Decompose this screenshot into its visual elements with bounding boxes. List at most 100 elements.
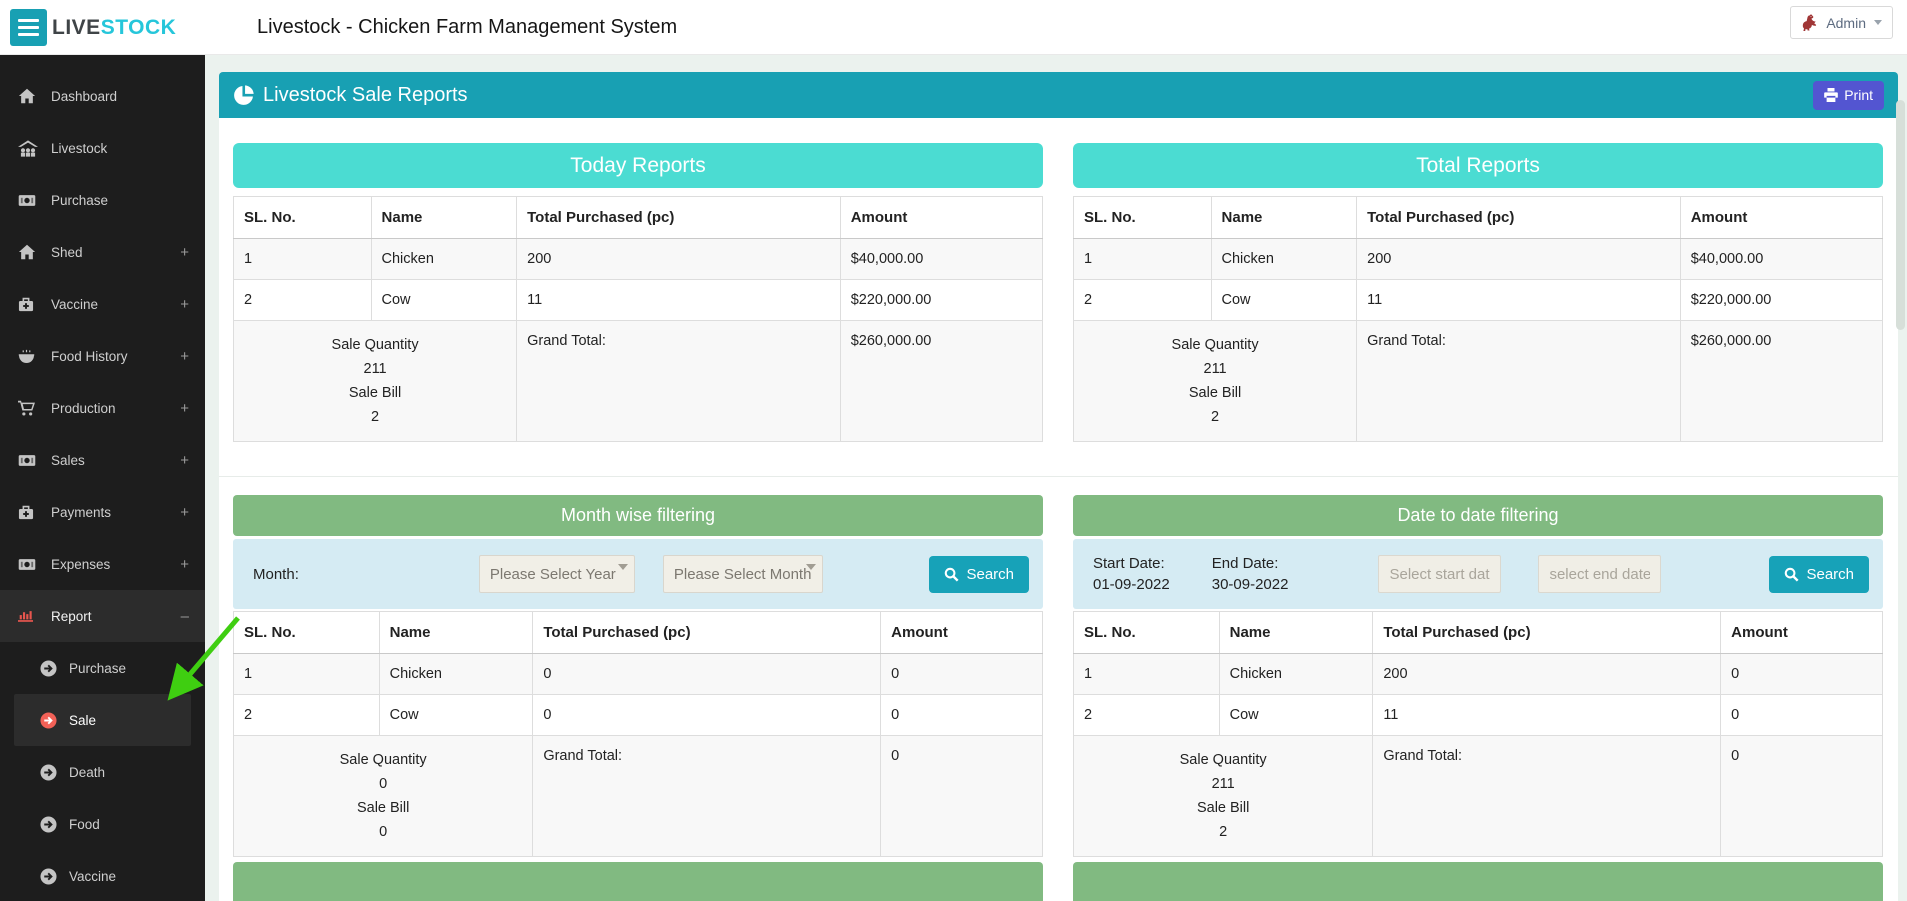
column-header-purchased: Total Purchased (pc) xyxy=(516,196,841,239)
summary-row: Sale Quantity 0 Sale Bill 0 Grand Total:… xyxy=(232,735,1043,857)
summary-row: Sale Quantity 211 Sale Bill 2 Grand Tota… xyxy=(1072,735,1883,857)
money-icon xyxy=(18,454,40,467)
column-header-amount: Amount xyxy=(1720,611,1883,654)
table-row: 1 Chicken 200 0 xyxy=(1073,653,1883,695)
total-reports-table: SL. No. Name Total Purchased (pc) Amount… xyxy=(1072,196,1884,442)
next-section-banner xyxy=(233,862,1043,901)
sidebar-item-payments[interactable]: Payments + xyxy=(0,486,205,538)
section-divider xyxy=(219,476,1898,477)
logo-text: LIVE xyxy=(52,16,101,39)
summary-row: Sale Quantity 211 Sale Bill 2 Grand Tota… xyxy=(232,320,1044,442)
main-content: Livestock Sale Reports Print Today Repor… xyxy=(205,55,1907,901)
column-header-purchased: Total Purchased (pc) xyxy=(532,611,882,654)
column-header-sl: SL. No. xyxy=(233,611,380,654)
table-body: 1 Chicken 200 0 2 Cow 11 0 xyxy=(1073,653,1883,736)
sidebar-item-label: Shed xyxy=(51,244,83,260)
arrow-circle-icon xyxy=(40,763,60,781)
sidebar-item-vaccine-sub[interactable]: Vaccine xyxy=(0,850,205,901)
expand-toggle-icon: + xyxy=(180,347,189,365)
table-cell: Chicken xyxy=(1210,238,1358,280)
year-select[interactable]: Please Select Year xyxy=(478,555,635,593)
print-button[interactable]: Print xyxy=(1813,80,1884,110)
month-label: Month: xyxy=(253,565,299,583)
date-result-table: SL. No. Name Total Purchased (pc) Amount… xyxy=(1072,611,1883,857)
sidebar-item-vaccine[interactable]: Vaccine + xyxy=(0,278,205,330)
table-cell: 0 xyxy=(532,653,882,695)
start-date-label: Start Date: xyxy=(1093,555,1165,572)
sale-quantity-label: Sale Quantity xyxy=(1171,337,1259,353)
table-cell: Chicken xyxy=(1218,653,1374,695)
table-cell: $40,000.00 xyxy=(839,238,1044,280)
sale-bill-value: 2 xyxy=(371,409,380,425)
menu-toggle-button[interactable] xyxy=(10,9,47,46)
table-row: 1 Chicken 0 0 xyxy=(233,653,1043,695)
date-filter-panel: Date to date filtering Start Date: 01-09… xyxy=(1072,495,1883,901)
table-cell: Cow xyxy=(370,279,518,321)
expand-toggle-icon: + xyxy=(180,451,189,469)
admin-label: Admin xyxy=(1826,14,1866,31)
table-cell: 2 xyxy=(1073,279,1212,321)
column-header-sl: SL. No. xyxy=(1073,611,1220,654)
grand-total-value: 0 xyxy=(880,735,1043,857)
column-header-name: Name xyxy=(370,196,518,239)
table-cell: 0 xyxy=(880,653,1043,695)
sidebar-item-death-sub[interactable]: Death xyxy=(0,746,205,798)
sidebar-item-dashboard[interactable]: Dashboard xyxy=(0,70,205,122)
table-body: 1 Chicken 200 $40,000.00 2 Cow 11 $220,000.00 xyxy=(233,238,1044,321)
table-cell: $220,000.00 xyxy=(839,279,1044,321)
search-label: Search xyxy=(966,565,1014,583)
today-reports-banner: Today Reports xyxy=(233,143,1043,188)
scrollbar-thumb[interactable] xyxy=(1896,100,1905,330)
sidebar-item-food-history[interactable]: Food History + xyxy=(0,330,205,382)
sidebar-item-expenses[interactable]: Expenses + xyxy=(0,538,205,590)
home-icon xyxy=(18,243,40,261)
end-date-input[interactable] xyxy=(1538,555,1662,593)
table-cell: 0 xyxy=(880,694,1043,736)
table-cell: 2 xyxy=(1073,694,1220,736)
expand-toggle-icon: + xyxy=(180,555,189,573)
sidebar: Dashboard Livestock Purchase Shed + Vacc… xyxy=(0,55,205,901)
search-label: Search xyxy=(1806,565,1854,583)
table-row: 1 Chicken 200 $40,000.00 xyxy=(1073,238,1884,280)
date-filter-controls: Start Date: 01-09-2022 End Date: 30-09-2… xyxy=(1073,539,1883,609)
expand-toggle-icon: + xyxy=(180,295,189,313)
summary-row: Sale Quantity 211 Sale Bill 2 Grand Tota… xyxy=(1072,320,1884,442)
sidebar-item-purchase[interactable]: Purchase xyxy=(0,174,205,226)
search-icon xyxy=(1784,567,1800,582)
sidebar-item-sales[interactable]: Sales + xyxy=(0,434,205,486)
total-reports-panel: Total Reports SL. No. Name Total Purchas… xyxy=(1072,143,1884,442)
section-header: Livestock Sale Reports Print xyxy=(219,72,1898,118)
sidebar-item-label: Sales xyxy=(51,452,85,468)
expand-toggle-icon: + xyxy=(180,243,189,261)
sidebar-item-purchase-sub[interactable]: Purchase xyxy=(0,642,205,694)
sale-quantity-value: 211 xyxy=(363,361,387,377)
date-search-button[interactable]: Search xyxy=(1769,555,1869,593)
sidebar-item-sale-sub[interactable]: Sale xyxy=(14,694,191,746)
sale-quantity-label: Sale Quantity xyxy=(331,337,419,353)
grand-total-label: Grand Total: xyxy=(516,320,841,442)
next-section-banner xyxy=(1073,862,1883,901)
logo-text-accent: STOCK xyxy=(100,16,177,39)
column-header-name: Name xyxy=(378,611,534,654)
table-row: 1 Chicken 200 $40,000.00 xyxy=(233,238,1044,280)
month-search-button[interactable]: Search xyxy=(929,555,1029,593)
column-header-name: Name xyxy=(1218,611,1374,654)
app-logo[interactable]: LIVESTOCK xyxy=(52,0,176,55)
sidebar-item-livestock[interactable]: Livestock xyxy=(0,122,205,174)
start-date-input[interactable] xyxy=(1378,555,1502,593)
table-cell: 0 xyxy=(1720,694,1883,736)
topbar: LIVESTOCK Livestock - Chicken Farm Manag… xyxy=(0,0,1907,55)
sidebar-item-report[interactable]: Report – xyxy=(0,590,205,642)
total-reports-banner: Total Reports xyxy=(1073,143,1883,188)
admin-menu-button[interactable]: Admin xyxy=(1790,6,1893,39)
sidebar-item-food-sub[interactable]: Food xyxy=(0,798,205,850)
select-caret-icon xyxy=(617,564,628,570)
sidebar-item-production[interactable]: Production + xyxy=(0,382,205,434)
sale-bill-label: Sale Bill xyxy=(356,800,410,816)
month-select[interactable]: Please Select Month xyxy=(662,555,823,593)
grand-total-label: Grand Total: xyxy=(532,735,882,857)
sidebar-item-shed[interactable]: Shed + xyxy=(0,226,205,278)
today-reports-panel: Today Reports SL. No. Name Total Purchas… xyxy=(232,143,1044,442)
sidebar-item-label: Food xyxy=(69,816,100,832)
sidebar-item-label: Sale xyxy=(69,712,97,728)
